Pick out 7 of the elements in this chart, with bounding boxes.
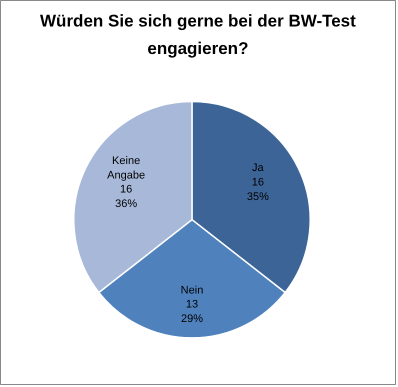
slice-label: Ja <box>252 162 265 174</box>
data-label: 13 29% <box>180 298 204 326</box>
chart-title: Würden Sie sich gerne bei der BW-Test engagieren? <box>40 12 356 58</box>
data-label: 16 36% <box>115 184 138 210</box>
slice-label: Nein <box>180 284 204 296</box>
slice-label: Keine Angabe <box>107 154 146 182</box>
data-label: 16 35% <box>246 176 270 203</box>
